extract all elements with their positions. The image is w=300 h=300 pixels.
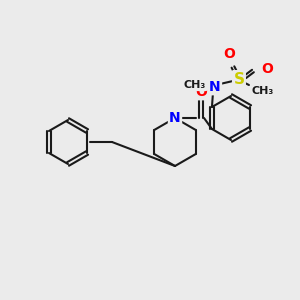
Text: O: O bbox=[223, 47, 235, 61]
Text: CH₃: CH₃ bbox=[252, 86, 274, 96]
Text: N: N bbox=[209, 80, 221, 94]
Text: O: O bbox=[261, 62, 273, 76]
Text: O: O bbox=[195, 85, 207, 99]
Text: CH₃: CH₃ bbox=[184, 80, 206, 90]
Text: N: N bbox=[169, 111, 181, 125]
Text: S: S bbox=[233, 71, 244, 86]
